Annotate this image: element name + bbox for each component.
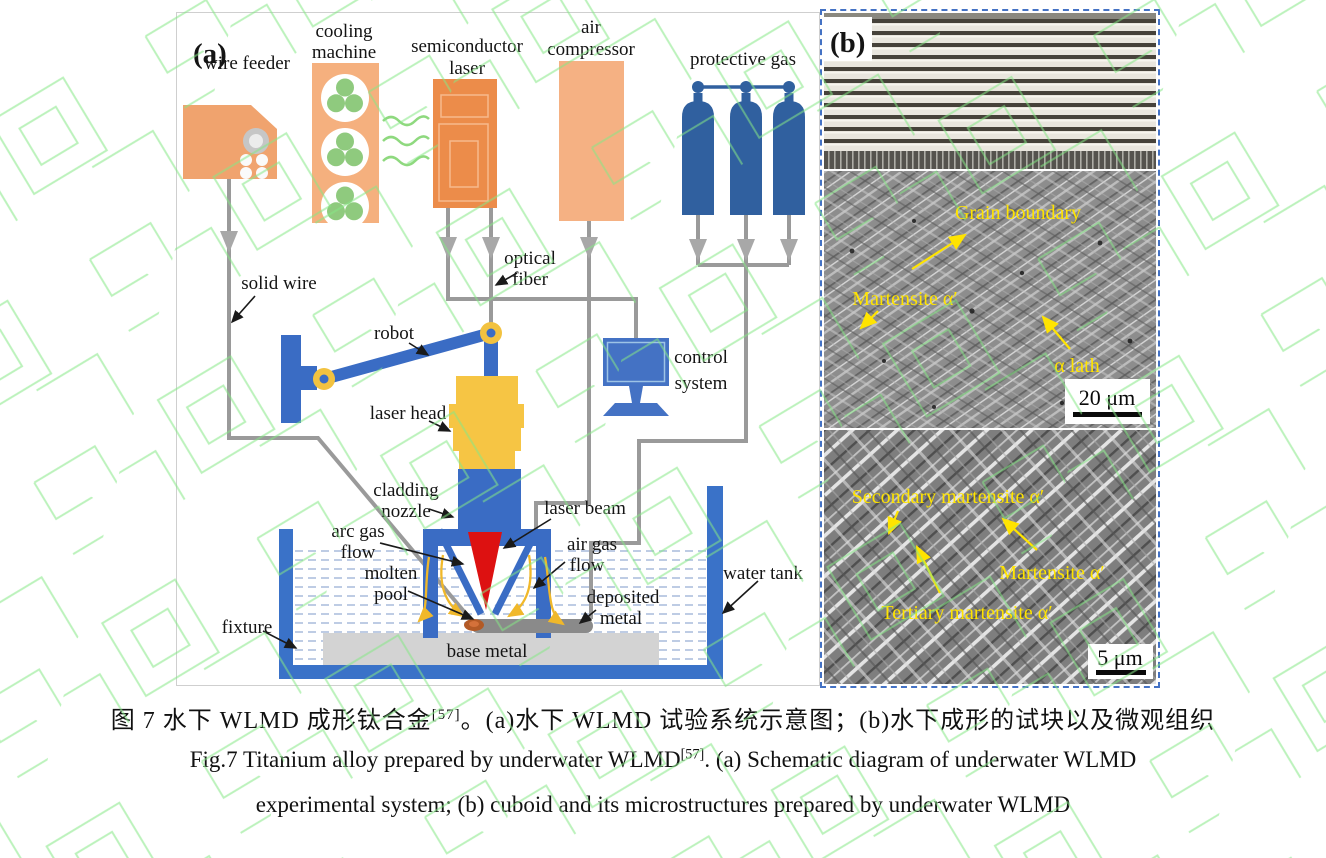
robot-joint-icon [313,368,335,390]
panel-a-schematic: (a) wire feeder cooling machine semicond… [176,12,820,686]
caption-zh-main: 图 7 水下 WLMD 成形钛合金 [110,708,432,734]
label-laser-head: laser head [370,403,447,424]
protective-gas-cylinders [682,81,805,215]
label-laser-beam: laser beam [544,498,626,519]
label-fixture: fixture [222,617,273,638]
label-optical-2: fiber [512,269,549,290]
fan-icon [321,74,369,122]
label-semiconductor-1: semiconductor [411,36,524,57]
label-arc-gas-2: flow [341,542,376,563]
label-protective-gas: protective gas [690,49,796,70]
label-base-metal: base metal [447,641,528,662]
scale-bar-5um: 5 μm [1088,644,1153,679]
label-martensite-bottom: Martensite α′ [999,562,1104,584]
ruler-strip [824,151,1156,169]
label-cladding-2: nozzle [381,501,431,522]
molten-pool-dot [464,619,484,631]
cooling-waves-icon [382,115,430,167]
semiconductor-laser-machine [433,79,497,208]
caption-line-english-2: experimental system; (b) cuboid and its … [255,792,1071,817]
caption-en-main: Fig.7 Titanium alloy prepared by underwa… [189,747,681,772]
label-optical-1: optical [504,248,556,269]
deposited-metal-bar [471,619,593,633]
gas-cylinder [730,81,762,215]
label-molten-2: pool [374,584,408,605]
air-compressor-machine [559,61,624,221]
wire-feeder-machine [183,105,277,179]
micrograph-5um: Secondary martensite α′ Martensite α′ Te… [824,430,1156,684]
control-system-computer [603,338,669,416]
label-water-tank: water tank [723,563,803,584]
label-wire-feeder: wire feeder [204,53,291,74]
scale-text-5um: 5 μm [1097,645,1142,670]
label-air-1: air [581,17,602,38]
label-solid-wire: solid wire [241,273,316,294]
cooling-machine [312,63,430,230]
caption-en-rest: . (a) Schematic diagram of underwater WL… [704,747,1137,772]
label-secondary-martensite: Secondary martensite α′ [852,486,1045,508]
cuboid-photo: (b) [824,13,1156,169]
label-air-gas-1: air gas [567,534,617,555]
label-control-1: control [674,347,728,368]
label-molten-1: molten [365,563,418,584]
label-martensite-mid: Martensite α′ [852,288,957,310]
gas-cylinder [682,81,714,215]
caption-line-english-1: Fig.7 Titanium alloy prepared by underwa… [0,747,1326,773]
label-air-2: compressor [547,39,635,60]
scale-text-20um: 20 μm [1079,385,1135,410]
fan-icon [321,182,369,230]
label-cooling-2: machine [312,42,376,63]
micrograph-20um: Grain boundary Martensite α′ α lath 20 μ… [824,171,1156,428]
caption-line-chinese: 图 7 水下 WLMD 成形钛合金[57]。(a)水下 WLMD 试验系统示意图… [0,700,1326,735]
label-alpha-lath: α lath [1054,355,1099,377]
caption-zh-citation: [57] [431,707,461,723]
caption-zh-rest: 。(a)水下 WLMD 试验系统示意图；(b)水下成形的试块以及微观组织 [460,708,1216,734]
label-arc-gas-1: arc gas [331,521,384,542]
robot-joint-icon [480,322,502,344]
fan-icon [321,128,369,176]
label-air-gas-2: flow [570,555,605,576]
gas-cylinder [773,81,805,215]
label-deposited-2: metal [600,608,642,629]
laser-head-stack [449,376,524,469]
label-control-2: system [675,373,728,394]
cladding-nozzle-assembly [423,469,551,638]
panel-b-tag: (b) [830,27,865,59]
label-cladding-1: cladding [373,480,439,501]
scale-bar-20um: 20 μm [1065,379,1150,424]
caption-en-citation: [57] [680,746,705,763]
micrographs-svg: (b) Grain boundary Martensite α′ α lath … [824,13,1156,684]
label-grain-boundary: Grain boundary [955,202,1081,224]
label-semiconductor-2: laser [449,58,486,79]
label-cooling-1: cooling [316,21,373,42]
panel-b-micrographs: (b) Grain boundary Martensite α′ α lath … [820,9,1160,688]
schematic-svg: (a) wire feeder cooling machine semicond… [183,17,805,679]
label-deposited-1: deposited [587,587,660,608]
label-tertiary-martensite: Tertiary martensite α′ [881,602,1052,624]
label-robot: robot [374,323,415,344]
